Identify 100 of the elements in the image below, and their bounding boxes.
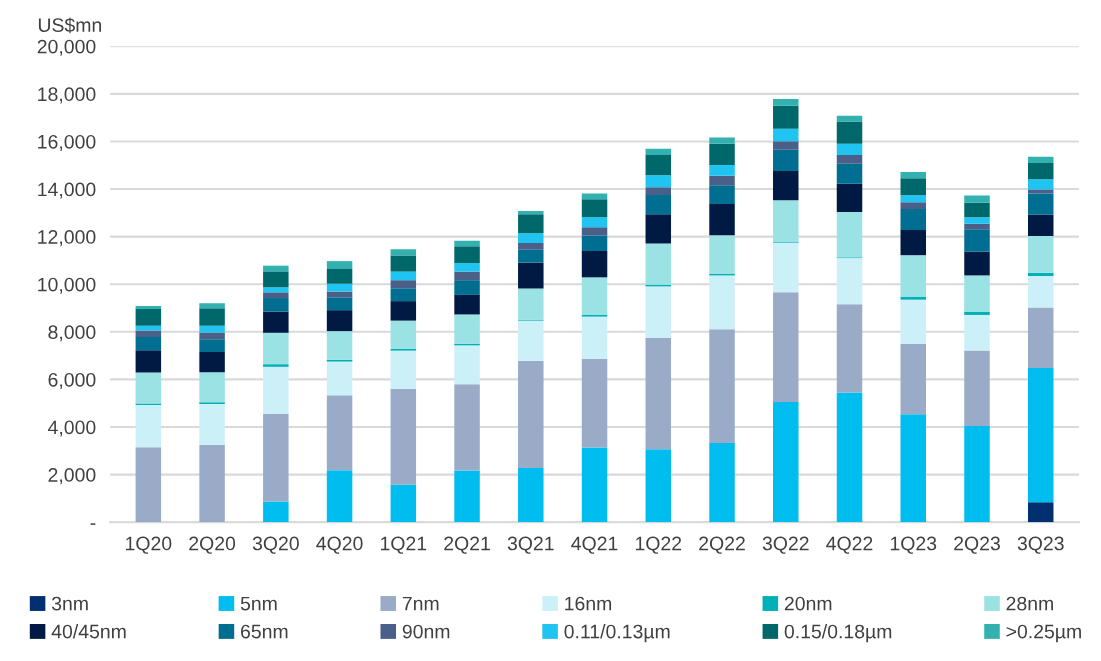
x-tick-label: 4Q20	[316, 536, 363, 554]
x-tick-label: 3Q22	[762, 536, 809, 554]
bar	[900, 171, 926, 179]
bar	[709, 137, 735, 144]
bar	[1027, 502, 1054, 523]
bar	[454, 271, 480, 281]
bar	[1027, 189, 1054, 194]
bar	[773, 149, 799, 171]
bar	[263, 287, 289, 293]
bar	[199, 444, 225, 523]
bar	[326, 331, 353, 360]
bar	[836, 211, 863, 258]
bar	[518, 210, 544, 215]
y-tick-label: 6,000	[48, 372, 96, 389]
bar	[135, 305, 162, 309]
bar	[326, 269, 353, 284]
bar	[135, 350, 162, 373]
bar	[263, 366, 289, 414]
bar	[773, 128, 799, 142]
bar	[263, 332, 289, 365]
bar	[518, 467, 544, 523]
bar	[645, 148, 672, 156]
bar	[454, 280, 480, 295]
bar	[326, 361, 353, 396]
bar	[135, 447, 162, 523]
bar	[581, 358, 608, 448]
bar	[836, 143, 863, 156]
x-tick-label: 2Q23	[954, 536, 1000, 554]
bar	[390, 249, 417, 256]
legend-label: 0.15/0.18µm	[784, 624, 892, 643]
bar	[581, 235, 608, 251]
y-tick-label: 4,000	[48, 420, 96, 437]
bar	[454, 294, 480, 315]
bar	[454, 263, 480, 272]
bar	[645, 194, 672, 215]
bar	[1027, 272, 1054, 276]
y-tick-label: 8,000	[48, 325, 96, 342]
bar	[199, 403, 225, 445]
bar	[900, 195, 926, 203]
y-tick-label: 10,000	[38, 277, 96, 294]
bar	[199, 352, 225, 373]
bar	[773, 170, 799, 201]
bar	[645, 214, 672, 244]
bar	[199, 303, 225, 309]
bar	[709, 329, 735, 443]
x-tick-label: 3Q20	[252, 536, 299, 554]
bar	[263, 413, 289, 502]
bar	[964, 229, 990, 252]
bar	[518, 262, 544, 289]
bar	[900, 299, 926, 344]
bar	[1027, 163, 1054, 180]
y-tick-label: 12,000	[38, 230, 96, 247]
bar	[709, 204, 735, 236]
x-tick-label: 1Q23	[890, 536, 937, 554]
x-tick-label: 1Q22	[635, 536, 682, 554]
y-tick-label: 20,000	[37, 39, 96, 56]
bar	[454, 384, 480, 471]
bar	[709, 185, 735, 205]
bar	[709, 235, 735, 274]
bar	[964, 311, 990, 315]
bar	[135, 372, 162, 404]
bar	[645, 175, 672, 188]
bar	[964, 202, 990, 218]
bar	[581, 250, 608, 278]
bar	[645, 155, 672, 176]
bar	[1027, 235, 1054, 273]
bar	[900, 178, 926, 196]
bar	[645, 243, 672, 285]
bar	[390, 350, 417, 389]
bar	[581, 217, 608, 228]
bar	[135, 337, 162, 351]
bar	[773, 402, 799, 523]
bar	[581, 199, 608, 218]
bar	[836, 121, 863, 144]
bar	[454, 470, 480, 523]
bar	[263, 292, 289, 299]
x-tick-label: 2Q21	[444, 536, 490, 554]
bar	[581, 227, 608, 236]
x-tick-label: 3Q23	[1017, 536, 1064, 554]
bar	[518, 360, 544, 468]
legend-label: 20nm	[784, 596, 832, 611]
bar	[390, 288, 417, 302]
bar	[709, 275, 735, 330]
bar	[964, 217, 990, 224]
bar	[836, 304, 863, 393]
bar	[263, 271, 289, 288]
bar	[326, 395, 353, 471]
bar	[709, 175, 735, 186]
bar	[964, 426, 990, 523]
x-tick-label: 4Q21	[571, 536, 618, 554]
bar	[390, 280, 417, 289]
bar	[454, 246, 480, 264]
bar	[645, 286, 672, 339]
bar	[518, 249, 544, 263]
bar	[326, 283, 353, 292]
bar	[454, 314, 480, 344]
x-tick-label: 3Q21	[507, 536, 554, 554]
y-tick-label: 18,000	[38, 87, 96, 104]
bar	[709, 143, 735, 166]
bar	[964, 275, 990, 312]
